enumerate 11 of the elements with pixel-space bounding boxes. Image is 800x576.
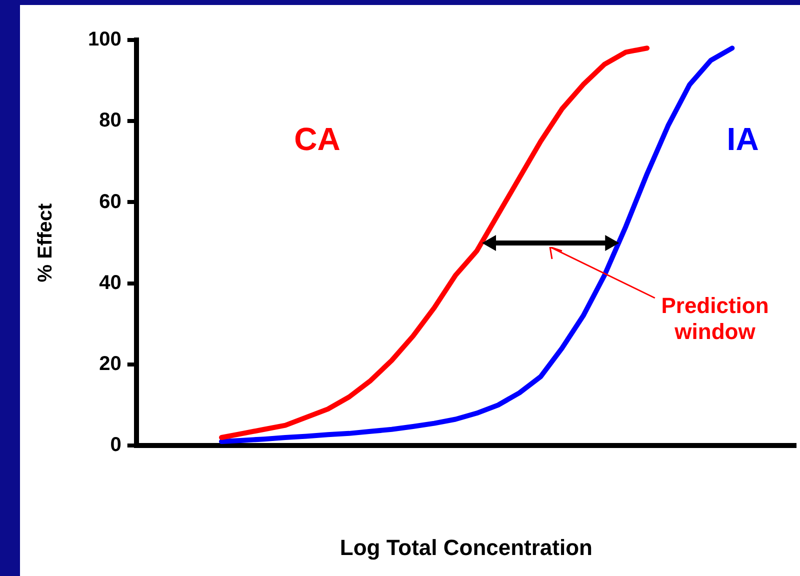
y-tick-label: 20 [99, 352, 122, 375]
y-axis-title: % Effect [34, 203, 57, 282]
y-tick-label: 40 [99, 272, 122, 294]
x-axis-title: Log Total Concentration [340, 534, 592, 560]
text: CA [294, 121, 340, 158]
y-tick-label: 80 [99, 110, 122, 132]
y-tick-label: 60 [99, 190, 122, 213]
annotation: Prediction window [660, 292, 770, 345]
series-label: IA [726, 121, 759, 158]
y-tick-label: 100 [88, 28, 122, 51]
y-tick-label: 0 [110, 434, 122, 456]
